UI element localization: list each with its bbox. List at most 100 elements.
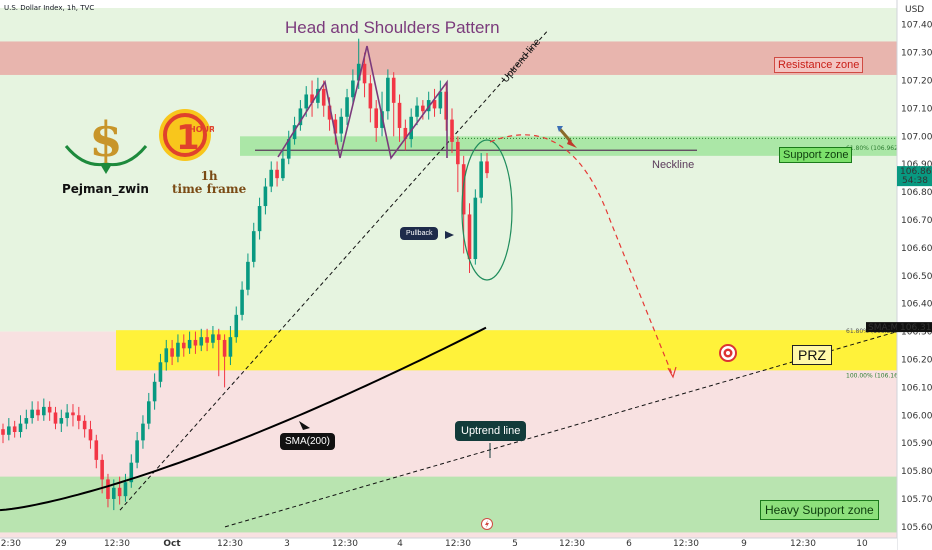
candle: [24, 409, 29, 430]
candle: [403, 119, 408, 151]
candle: [82, 415, 87, 438]
candle: [450, 108, 454, 154]
candle-body: [1, 429, 5, 435]
candle-body: [42, 406, 46, 416]
time-tick: 12:30: [559, 539, 585, 549]
background-layer: [0, 8, 897, 538]
price-unit: USD: [905, 5, 924, 15]
projection-arc: [489, 134, 673, 375]
candle-body: [170, 348, 174, 357]
candle-body: [251, 231, 256, 262]
candle-body: [47, 406, 52, 413]
sma-tag-bg: [866, 322, 897, 333]
uptrend-line-label: Uptrend line: [455, 421, 527, 441]
candle: [275, 161, 279, 187]
time-tick: 9: [741, 539, 747, 549]
candle-body: [397, 102, 402, 128]
candle: [88, 420, 93, 449]
price-tick: 107.000: [901, 132, 932, 142]
candle-body: [129, 462, 134, 483]
candle-body: [216, 334, 221, 340]
svg-text:HOUR: HOUR: [189, 125, 214, 134]
candle-body: [450, 119, 454, 142]
sma200-line: [0, 326, 487, 512]
candle: [479, 153, 483, 204]
candle-body: [100, 459, 104, 480]
candle-body: [444, 91, 448, 120]
annotation-lines-layer: [119, 29, 898, 528]
candle: [397, 94, 402, 142]
candle-body: [292, 125, 297, 140]
candle: [222, 334, 227, 388]
candle-body: [415, 105, 419, 117]
candle-body: [24, 418, 29, 424]
sma-value-tag: [897, 322, 932, 333]
candle: [36, 401, 40, 421]
candle: [485, 153, 489, 179]
candle: [286, 130, 291, 165]
candle: [432, 88, 437, 117]
chart-title: Head and Shoulders Pattern: [285, 18, 500, 37]
candle: [374, 100, 379, 142]
time-tick: 5: [512, 539, 518, 549]
candle-body: [339, 116, 344, 134]
candle: [135, 432, 139, 469]
candle: [65, 404, 69, 427]
price-tick: 107.200: [901, 77, 932, 87]
candle: [181, 334, 186, 357]
symbol-header: U.S. Dollar Index, 1h, TVC: [4, 4, 95, 12]
price-tick: 106.200: [901, 355, 932, 365]
candle-body: [71, 412, 75, 416]
candle: [456, 136, 460, 193]
candle-body: [479, 161, 483, 198]
fib-618-top-label: 61.80% (106.962): [846, 145, 900, 152]
price-tick: 107.300: [901, 49, 932, 59]
candle: [281, 150, 285, 181]
price-tick: 106.900: [901, 160, 932, 170]
dollar-logo-icon: $: [62, 108, 150, 178]
dart-icon: [555, 124, 579, 150]
candle: [444, 83, 448, 131]
candle-body: [403, 127, 408, 140]
candle: [77, 406, 81, 430]
candle-body: [257, 206, 262, 232]
candle-body: [386, 77, 390, 112]
candle: [106, 473, 110, 508]
candle: [7, 418, 11, 441]
time-axis: 12:30 29 12:30 Oct 12:30 3 12:30 4 12:30 5 12:30 6 1…: [0, 537, 897, 550]
candle: [53, 406, 58, 430]
pullback-label: Pullback: [400, 227, 439, 240]
target-icon: [719, 344, 737, 362]
pullback-pointer: [445, 231, 454, 239]
candle-body: [473, 197, 478, 260]
candle-body: [351, 80, 355, 98]
candle-body: [187, 339, 192, 349]
projection-arrowhead: [667, 366, 677, 379]
candle: [1, 423, 5, 444]
candle: [152, 373, 157, 410]
candle-body: [158, 362, 163, 382]
candle: [240, 281, 244, 321]
candle: [117, 476, 122, 505]
resistance-zone: [0, 41, 897, 75]
price-tick: 106.100: [901, 383, 932, 393]
candle-body: [77, 415, 81, 421]
candle-body: [152, 381, 157, 402]
heavy-support-zone: [0, 476, 897, 533]
time-tick: 10: [856, 539, 868, 549]
timeframe-text: 1h time frame: [172, 170, 246, 196]
candle-body: [304, 94, 309, 109]
candle: [251, 222, 256, 268]
candle-body: [222, 339, 227, 357]
candle: [246, 253, 250, 296]
svg-text:1: 1: [176, 118, 200, 158]
candle-body: [228, 337, 233, 357]
candle-body: [117, 487, 122, 497]
price-tick: 106.400: [901, 300, 932, 310]
price-tick: 105.900: [901, 439, 932, 449]
candle: [216, 328, 221, 377]
candle: [415, 97, 419, 126]
candle-body: [356, 63, 361, 81]
